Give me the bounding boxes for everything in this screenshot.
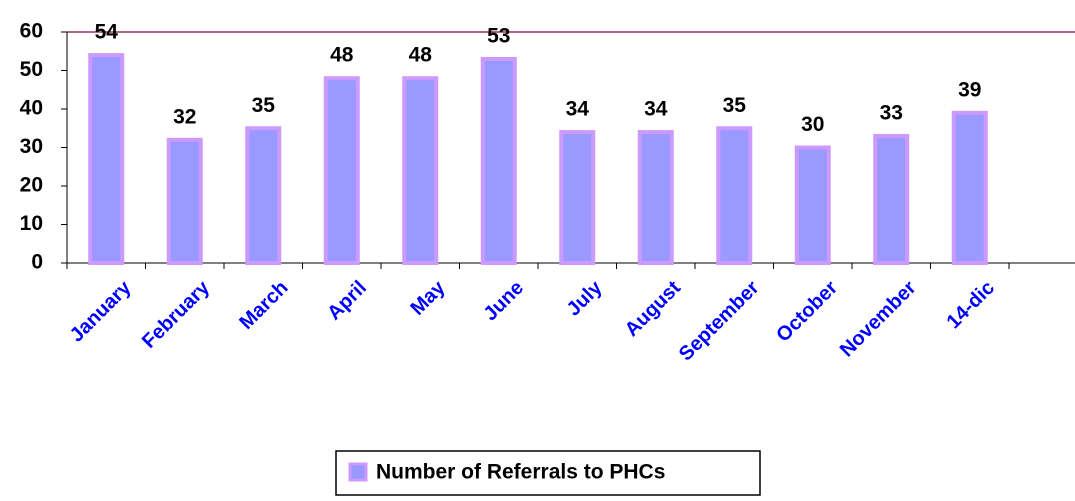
y-tick-label: 40 <box>20 97 43 120</box>
bar <box>166 137 203 265</box>
bar <box>951 110 988 265</box>
value-label: 34 <box>644 98 668 121</box>
value-label: 30 <box>801 113 824 136</box>
legend: Number of Referrals to PHCs <box>335 450 761 496</box>
x-tick-label: July <box>563 276 607 320</box>
bar <box>245 126 282 265</box>
x-tick-label: April <box>323 277 371 325</box>
x-tick-label: January <box>66 276 136 346</box>
x-tick-label: 14-dic <box>943 277 999 333</box>
bar <box>559 130 596 265</box>
value-label: 54 <box>95 21 119 44</box>
y-tick-label: 10 <box>20 212 43 235</box>
value-label: 32 <box>173 105 196 128</box>
x-tick-label: October <box>772 277 842 347</box>
x-tick-label: August <box>621 276 686 341</box>
y-tick-label: 0 <box>31 251 43 274</box>
legend-swatch <box>348 462 368 482</box>
value-label: 48 <box>330 44 354 67</box>
y-tick-label: 60 <box>20 20 43 43</box>
bar <box>794 145 831 265</box>
value-label: 53 <box>487 24 510 47</box>
legend-label: Number of Referrals to PHCs <box>376 461 665 484</box>
bar <box>480 56 517 266</box>
x-tick-label: September <box>675 277 764 366</box>
x-tick-label: November <box>836 277 921 362</box>
y-tick-label: 50 <box>20 58 43 81</box>
value-label: 35 <box>252 94 276 117</box>
y-tick-label: 20 <box>20 174 43 197</box>
x-tick-label: March <box>235 277 292 334</box>
bar <box>402 76 439 265</box>
value-label: 35 <box>723 94 747 117</box>
x-tick-label: February <box>138 276 215 353</box>
value-label: 33 <box>880 101 903 124</box>
legend-box <box>335 450 761 496</box>
bar <box>323 76 360 265</box>
bar <box>716 126 753 265</box>
y-tick-label: 30 <box>20 135 43 158</box>
value-label: 39 <box>958 78 981 101</box>
bar <box>88 53 125 265</box>
bar <box>873 133 910 265</box>
value-label: 48 <box>409 44 433 67</box>
x-tick-label: May <box>406 276 450 320</box>
x-tick-label: June <box>479 277 528 326</box>
bar <box>637 130 674 265</box>
value-label: 34 <box>566 98 590 121</box>
